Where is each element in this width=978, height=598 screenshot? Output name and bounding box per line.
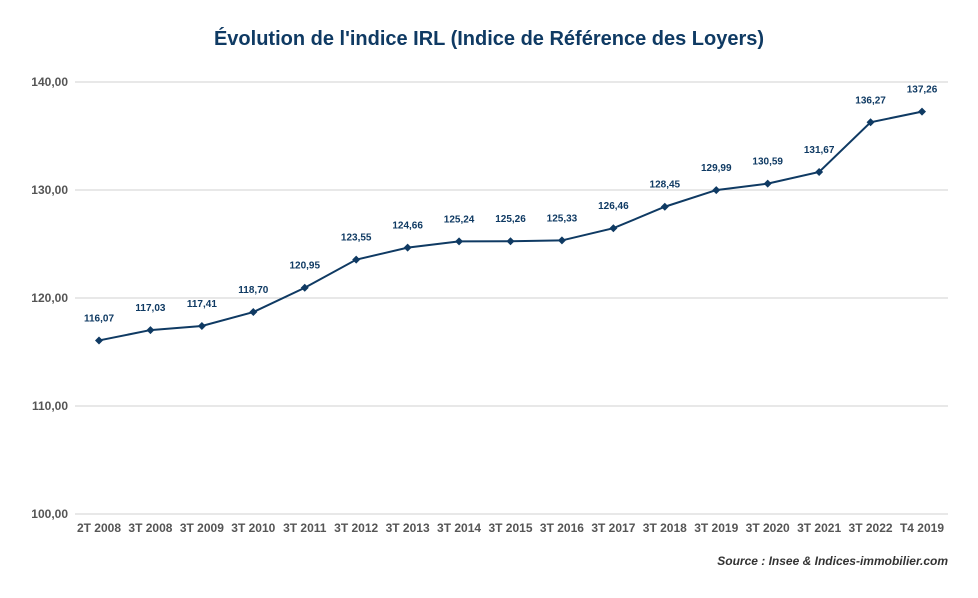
source-note: Source : Insee & Indices-immobilier.com [717, 554, 948, 568]
y-tick-label: 100,00 [31, 507, 68, 521]
x-tick-label: T4 2019 [900, 521, 944, 535]
data-label: 129,99 [701, 163, 732, 174]
x-tick-label: 3T 2018 [643, 521, 687, 535]
x-tick-label: 3T 2013 [386, 521, 430, 535]
data-label: 131,67 [804, 145, 835, 156]
data-point [95, 336, 103, 345]
data-label: 123,55 [341, 233, 372, 244]
data-point [712, 186, 721, 195]
x-tick-label: 3T 2020 [746, 521, 790, 535]
x-tick-label: 3T 2011 [283, 521, 327, 535]
data-label: 125,24 [444, 214, 475, 225]
data-label: 124,66 [392, 221, 423, 232]
x-tick-label: 3T 2022 [849, 521, 893, 535]
y-tick-label: 120,00 [31, 291, 68, 305]
gridlines [75, 81, 948, 515]
x-axis-ticks: 2T 2008 3T 2008 3T 2009 3T 2010 3T 2011 3T 20… [77, 521, 944, 535]
data-point [506, 237, 515, 246]
data-point [403, 243, 412, 252]
data-label: 128,45 [650, 180, 681, 191]
data-label: 120,95 [289, 261, 320, 272]
data-labels: 116,07 117,03 117,41 118,70 120,95 123,55 124,… [84, 85, 938, 325]
data-point [455, 237, 464, 246]
data-label: 136,27 [855, 95, 886, 106]
data-point [660, 202, 669, 211]
x-tick-label: 3T 2009 [180, 521, 224, 535]
data-label: 126,46 [598, 201, 629, 212]
chart-title: Évolution de l'indice IRL (Indice de Réf… [213, 28, 765, 50]
data-label: 117,03 [135, 303, 165, 314]
data-label: 125,26 [495, 214, 526, 225]
x-tick-label: 3T 2017 [591, 521, 635, 535]
x-tick-label: 3T 2010 [231, 521, 275, 535]
data-point [197, 321, 206, 330]
data-label: 117,41 [187, 299, 217, 310]
data-label: 125,33 [547, 213, 578, 224]
y-tick-label: 110,00 [32, 399, 68, 413]
data-point [609, 224, 618, 233]
data-point [249, 308, 258, 317]
y-tick-label: 140,00 [31, 75, 68, 89]
data-point [763, 179, 772, 188]
x-tick-label: 2T 2008 [77, 521, 121, 535]
y-tick-label: 130,00 [31, 183, 68, 197]
x-tick-label: 3T 2019 [694, 521, 738, 535]
data-point [300, 283, 309, 292]
data-point [866, 118, 875, 127]
data-point [352, 255, 361, 264]
data-label: 116,07 [84, 313, 114, 324]
x-tick-label: 3T 2021 [797, 521, 841, 535]
data-label: 137,26 [907, 85, 938, 96]
series-line [98, 110, 923, 342]
x-tick-label: 3T 2008 [128, 521, 172, 535]
data-points [95, 107, 926, 345]
data-label: 130,59 [752, 157, 783, 168]
x-tick-label: 3T 2012 [334, 521, 378, 535]
y-axis-ticks: 100,00 110,00 120,00 130,00 140,00 [31, 75, 68, 521]
data-point [918, 107, 926, 116]
x-tick-label: 3T 2015 [488, 521, 532, 535]
data-point [146, 326, 155, 335]
series-line-path [98, 110, 923, 342]
data-point [815, 167, 824, 176]
data-label: 118,70 [238, 285, 268, 296]
x-tick-label: 3T 2014 [437, 521, 481, 535]
data-point [557, 236, 566, 245]
x-tick-label: 3T 2016 [540, 521, 584, 535]
